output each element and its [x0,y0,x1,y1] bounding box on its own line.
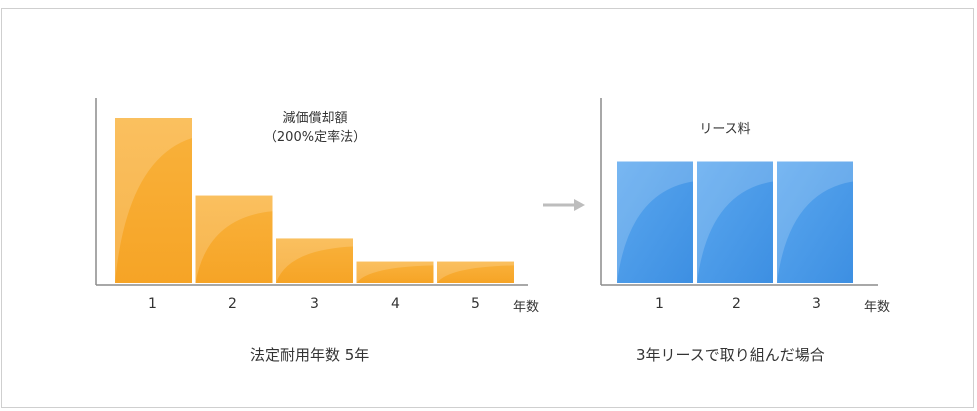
arrow-icon [543,199,585,211]
left-annotation-line2: （200%定率法） [240,128,390,147]
left-chart-caption: 法定耐用年数 5年 [250,344,369,365]
left-x-tick-4: 4 [391,296,400,312]
left-x-tick-3: 3 [310,296,319,312]
left-annotation-line1: 減価償却額 [240,109,390,128]
right-x-unit: 年数 [864,296,890,315]
right-chart-bars [617,162,853,284]
right-chart-annotation: リース料 [680,120,770,139]
left-x-tick-2: 2 [228,296,237,312]
left-x-tick-1: 1 [148,296,157,312]
left-x-tick-5: 5 [471,296,480,312]
right-x-tick-2: 2 [732,296,741,312]
right-annotation-line1: リース料 [680,120,770,139]
right-x-tick-1: 1 [655,296,664,312]
left-x-unit: 年数 [513,296,539,315]
right-x-tick-3: 3 [812,296,821,312]
left-chart-annotation: 減価償却額 （200%定率法） [240,109,390,147]
right-chart-caption: 3年リースで取り組んだ場合 [636,344,825,365]
